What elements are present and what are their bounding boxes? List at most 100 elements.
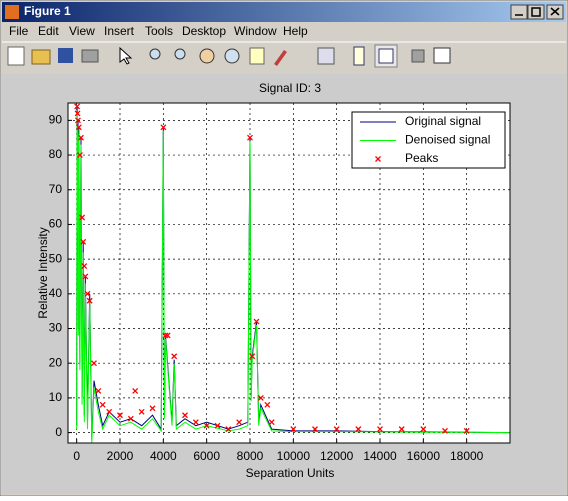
save-button[interactable] — [58, 48, 73, 63]
peak-marker — [86, 297, 93, 304]
window-title: Figure 1 — [24, 4, 71, 18]
peak-marker — [75, 124, 82, 131]
menu-item[interactable]: Tools — [145, 24, 173, 38]
axes-box — [67, 102, 511, 444]
y-tick-label: 20 — [49, 355, 63, 369]
signal-line — [76, 113, 510, 443]
menu-bar: File Edit View Insert Tools Desktop Window Help — [9, 24, 308, 38]
x-tick-label: 8000 — [237, 449, 264, 463]
peak-marker — [290, 426, 297, 433]
peak-marker — [74, 110, 81, 117]
peak-marker — [149, 405, 156, 412]
zoom-out-button[interactable] — [174, 48, 186, 60]
button-glyphs — [515, 7, 560, 17]
x-tick-label: 10000 — [277, 449, 311, 463]
peak-marker — [76, 152, 83, 159]
peak-marker — [81, 263, 88, 270]
peak-marker — [82, 273, 89, 280]
menu-item[interactable]: Window — [234, 24, 277, 38]
x-tick-label: 18000 — [450, 449, 484, 463]
peak-marker — [162, 332, 169, 339]
peak-marker — [247, 134, 253, 141]
menu-item[interactable]: File — [9, 24, 29, 38]
app-icon — [5, 5, 19, 19]
y-tick-label: 50 — [49, 251, 63, 265]
hide-tools-button[interactable] — [411, 49, 425, 63]
peak-marker — [225, 426, 232, 433]
select-button[interactable] — [119, 46, 133, 65]
peak-marker — [236, 419, 243, 426]
x-tick-label: 16000 — [407, 449, 441, 463]
peak-marker — [398, 426, 405, 433]
legend-label: Denoised signal — [405, 133, 490, 147]
menu-item[interactable]: Help — [283, 24, 308, 38]
peak-marker — [420, 426, 427, 433]
pan-button[interactable] — [199, 48, 215, 64]
peak-marker — [164, 332, 171, 339]
peak-marker — [160, 124, 167, 131]
y-tick-label: 30 — [49, 321, 63, 335]
peak-marker — [257, 394, 264, 401]
minimize-button[interactable] — [510, 4, 528, 20]
x-tick-label: 6000 — [193, 449, 220, 463]
legend-label: Peaks — [405, 151, 438, 165]
peak-marker — [75, 117, 81, 124]
menu-item[interactable]: Desktop — [182, 24, 226, 38]
peak-marker — [95, 387, 102, 394]
brush-button[interactable] — [274, 50, 287, 66]
x-tick-label: 14000 — [363, 449, 397, 463]
peak-marker — [127, 415, 134, 422]
menu-item[interactable]: Insert — [104, 24, 135, 38]
y-tick-label: 10 — [49, 390, 63, 404]
peak-marker — [132, 387, 139, 394]
x-tick-label: 12000 — [320, 449, 354, 463]
colorbar-button[interactable] — [353, 46, 365, 66]
peak-marker — [442, 427, 448, 434]
link-button[interactable] — [317, 47, 335, 65]
legend-marker — [375, 156, 381, 162]
peak-marker — [84, 290, 91, 297]
menu-item[interactable]: Edit — [38, 24, 59, 38]
toolbar — [7, 44, 451, 68]
menu-item[interactable]: View — [69, 24, 95, 38]
rotate-button[interactable] — [224, 48, 240, 64]
peak-marker — [80, 238, 87, 245]
maximize-button[interactable] — [527, 4, 545, 20]
x-tick-label: 2000 — [107, 449, 134, 463]
window-buttons — [510, 4, 564, 20]
data-cursor-button[interactable] — [249, 47, 265, 65]
peak-marker — [182, 412, 188, 419]
peak-marker — [138, 408, 145, 415]
peak-marker — [106, 408, 113, 415]
chart-title: Signal ID: 3 — [259, 81, 321, 95]
peak-marker — [117, 412, 123, 419]
show-tools-button[interactable] — [433, 47, 451, 64]
peak-marker — [74, 103, 81, 110]
legend-icon — [378, 48, 394, 64]
peak-marker — [355, 426, 362, 433]
peak-marker — [377, 426, 383, 433]
print-button[interactable] — [81, 49, 99, 63]
new-figure-button[interactable] — [7, 46, 25, 66]
x-tick-label: 0 — [73, 449, 80, 463]
peak-marker — [312, 426, 318, 433]
peak-marker — [268, 419, 275, 426]
y-tick-label: 90 — [49, 113, 63, 127]
y-tick-label: 0 — [55, 425, 62, 439]
zoom-in-button[interactable] — [149, 48, 161, 60]
y-tick-label: 60 — [49, 217, 63, 231]
peak-marker — [253, 318, 260, 325]
peak-marker — [249, 353, 256, 360]
peak-marker — [463, 427, 470, 434]
peak-marker — [171, 353, 178, 360]
peak-marker — [264, 401, 271, 408]
title-bar — [2, 2, 566, 22]
peak-marker — [192, 419, 199, 426]
x-tick-label: 4000 — [150, 449, 177, 463]
legend-label: Original signal — [405, 114, 481, 128]
open-button[interactable] — [31, 49, 51, 65]
peak-marker — [99, 401, 106, 408]
plot: 0 2000 4000 6000 8000 10000 12000 14000 16000 180… — [49, 102, 511, 463]
y-tick-label: 80 — [49, 147, 63, 161]
